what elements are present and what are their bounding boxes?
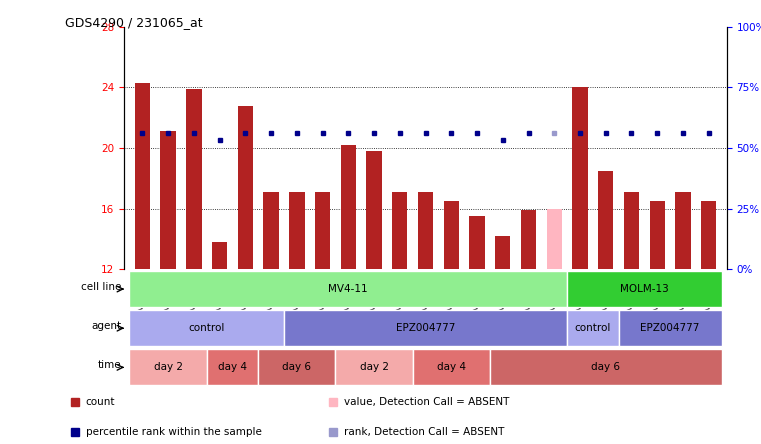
Text: GDS4290 / 231065_at: GDS4290 / 231065_at [65, 16, 202, 28]
Text: value, Detection Call = ABSENT: value, Detection Call = ABSENT [344, 397, 509, 407]
Bar [237, 106, 253, 270]
Bar [258, 349, 336, 385]
Bar [567, 271, 721, 307]
Text: agent: agent [91, 321, 121, 331]
Bar [207, 349, 258, 385]
Bar [366, 151, 382, 270]
Bar [212, 242, 228, 270]
Bar [495, 236, 511, 270]
Text: day 4: day 4 [218, 362, 247, 373]
Bar [418, 192, 433, 270]
Bar [129, 310, 284, 346]
Text: MV4-11: MV4-11 [329, 284, 368, 294]
Bar [521, 210, 537, 270]
Text: EPZ004777: EPZ004777 [641, 323, 700, 333]
Bar [284, 310, 567, 346]
Text: MOLM-13: MOLM-13 [620, 284, 669, 294]
Bar [315, 192, 330, 270]
Bar [624, 192, 639, 270]
Bar [598, 171, 613, 270]
Bar [129, 349, 207, 385]
Bar [135, 83, 150, 270]
Bar [263, 192, 279, 270]
Text: cell line: cell line [81, 282, 121, 292]
Bar [619, 310, 721, 346]
Bar [650, 201, 665, 270]
Bar [701, 201, 716, 270]
Bar [336, 349, 412, 385]
Text: rank, Detection Call = ABSENT: rank, Detection Call = ABSENT [344, 427, 505, 437]
Bar [546, 209, 562, 270]
Text: day 2: day 2 [154, 362, 183, 373]
Bar [490, 349, 721, 385]
Bar [392, 192, 407, 270]
Bar [186, 89, 202, 270]
Bar [129, 271, 567, 307]
Bar [412, 349, 490, 385]
Bar [444, 201, 459, 270]
Bar [161, 131, 176, 270]
Text: day 6: day 6 [591, 362, 620, 373]
Text: count: count [86, 397, 116, 407]
Text: percentile rank within the sample: percentile rank within the sample [86, 427, 262, 437]
Text: control: control [189, 323, 224, 333]
Bar [567, 310, 619, 346]
Bar [675, 192, 691, 270]
Text: EPZ004777: EPZ004777 [396, 323, 455, 333]
Bar [572, 87, 587, 270]
Text: day 4: day 4 [437, 362, 466, 373]
Bar [341, 145, 356, 270]
Text: day 6: day 6 [282, 362, 311, 373]
Text: time: time [97, 361, 121, 370]
Bar [470, 216, 485, 270]
Text: day 2: day 2 [359, 362, 389, 373]
Text: control: control [575, 323, 611, 333]
Bar [289, 192, 304, 270]
